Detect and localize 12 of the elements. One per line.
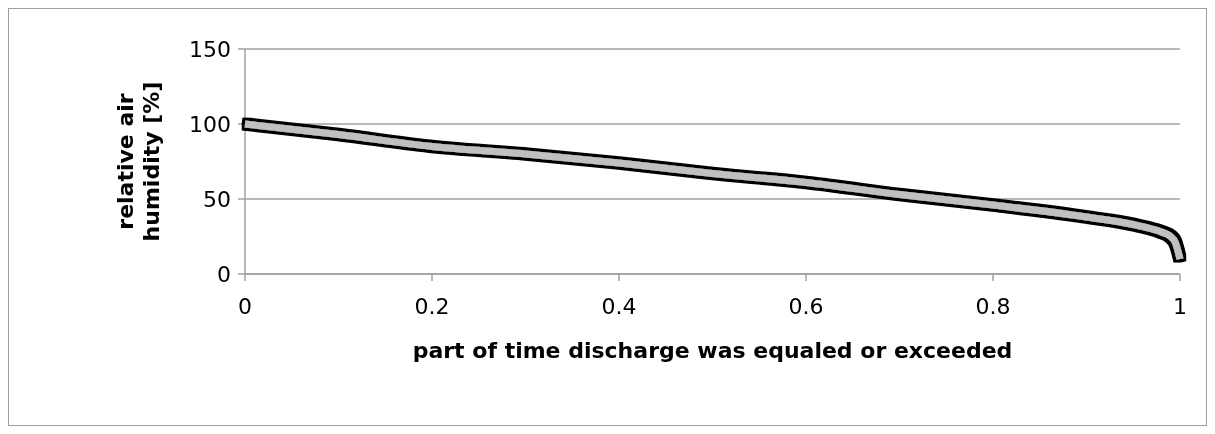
x-tick-label: 0.6 — [788, 294, 824, 319]
x-tick-label: 0.2 — [414, 294, 450, 319]
y-tick-label: 150 — [189, 36, 231, 62]
y-axis-title: relative air humidity [%] — [112, 81, 165, 242]
x-tick-label: 0.8 — [975, 294, 1011, 319]
x-tick-label: 1 — [1173, 294, 1187, 319]
x-axis-title: part of time discharge was equaled or exceeded — [412, 338, 1013, 363]
x-tick-label: 0.4 — [601, 294, 637, 319]
y-tick-label: 0 — [217, 261, 231, 287]
y-tick-label: 100 — [189, 111, 231, 137]
y-tick-label: 50 — [203, 186, 231, 212]
x-tick-label: 0 — [238, 294, 252, 319]
